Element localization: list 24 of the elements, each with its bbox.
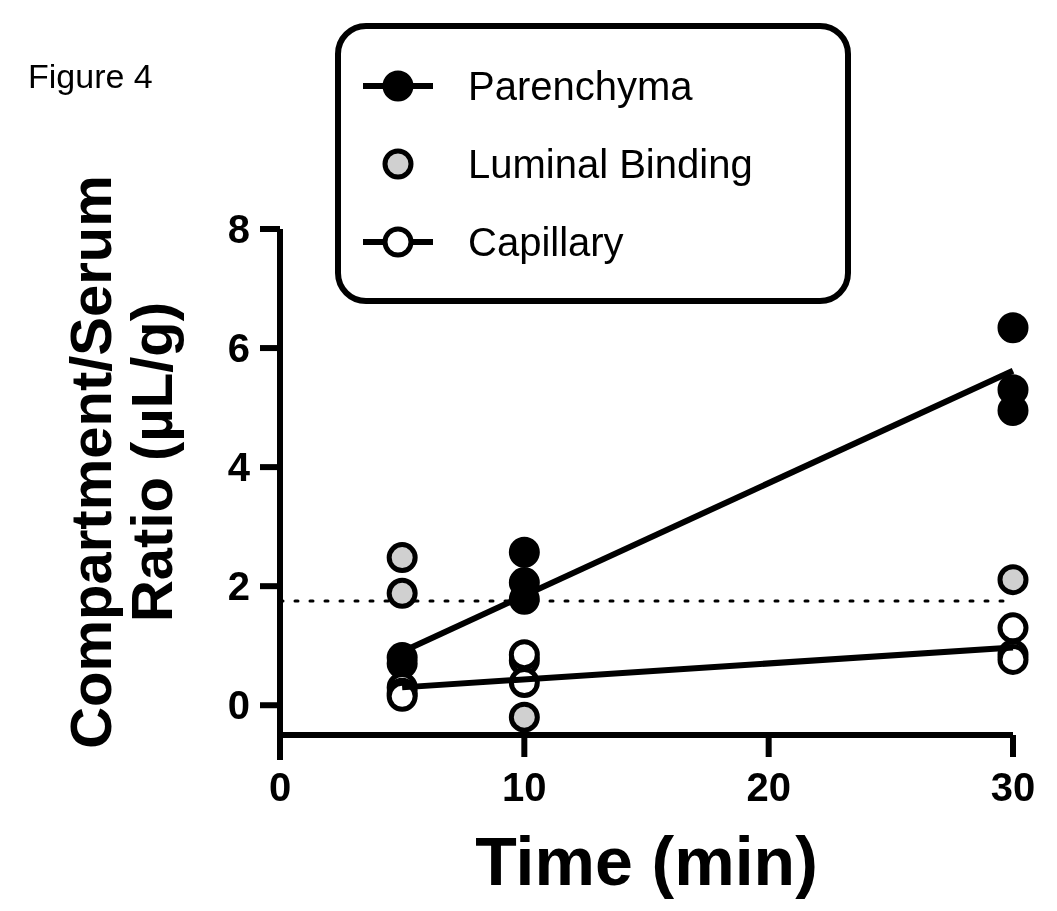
- x-tick-label: 20: [746, 765, 791, 809]
- y-tick-label: 2: [227, 564, 250, 609]
- x-tick-label: 0: [268, 765, 292, 809]
- legend-label: Luminal Binding: [468, 142, 753, 186]
- point: [997, 643, 1029, 675]
- legend-label: Parenchyma: [468, 64, 694, 108]
- point: [508, 639, 540, 671]
- point: [997, 312, 1029, 344]
- y-tick-label: 0: [227, 683, 250, 728]
- point: [508, 701, 540, 733]
- y-tick-label: 4: [227, 445, 251, 490]
- legend-label: Capillary: [468, 220, 624, 264]
- x-tick-label: 10: [502, 765, 547, 809]
- point: [386, 542, 418, 574]
- y-tick-label: 6: [227, 326, 250, 371]
- y-tick-label: 8: [227, 207, 250, 251]
- point: [997, 564, 1029, 596]
- point: [997, 612, 1029, 644]
- point: [508, 536, 540, 568]
- y-axis-title: Compartment/Serum Ratio (µL/g): [57, 175, 184, 749]
- x-tick-label: 30: [990, 765, 1036, 809]
- x-axis-title: Time (min): [475, 823, 818, 899]
- caption: Figure 4: [28, 57, 153, 95]
- point: [386, 577, 418, 609]
